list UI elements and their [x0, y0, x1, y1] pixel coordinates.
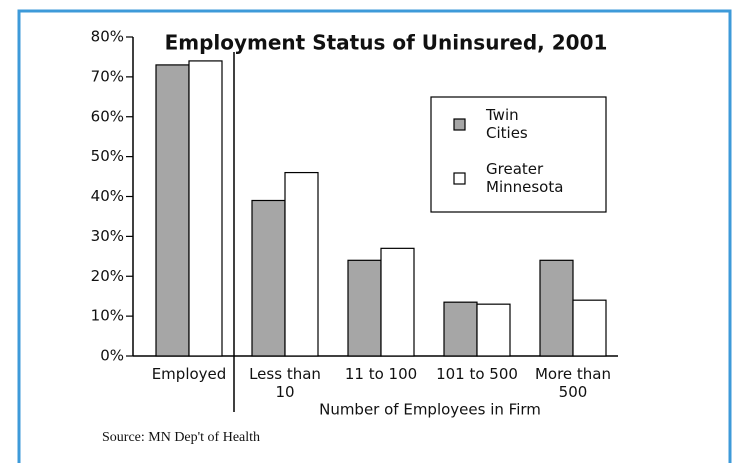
y-tick-label: 20%	[91, 267, 124, 285]
y-tick-label: 60%	[91, 107, 124, 125]
x-tick-label: More than 500	[535, 365, 611, 401]
bar	[539, 259, 574, 357]
source: Source: MN Dep't of Health	[102, 430, 260, 445]
bar	[155, 64, 190, 357]
y-tick-label: 40%	[91, 187, 124, 205]
legend-swatch	[453, 172, 466, 185]
bar	[284, 171, 319, 357]
chart-title: Employment Status of Uninsured, 2001	[165, 31, 608, 55]
y-tick-label: 0%	[100, 347, 124, 365]
bar	[347, 259, 382, 357]
legend-label: Greater Minnesota	[486, 160, 563, 196]
x-tick-label: Less than 10	[249, 365, 321, 401]
legend-label: Twin Cities	[485, 106, 528, 142]
x-axis-label: Number of Employees in Firm	[319, 401, 541, 419]
y-tick-label: 80%	[91, 28, 124, 46]
legend-box	[430, 96, 607, 213]
bar	[572, 299, 607, 357]
legend-swatch	[453, 118, 466, 131]
y-tick-label: 50%	[91, 147, 124, 165]
bar	[251, 199, 286, 357]
y-tick-label: 70%	[91, 67, 124, 85]
bar	[188, 60, 223, 357]
x-tick-label: 11 to 100	[345, 365, 417, 383]
bar	[380, 247, 415, 357]
y-tick-label: 30%	[91, 227, 124, 245]
y-tick-label: 10%	[91, 307, 124, 325]
bar	[476, 303, 511, 357]
bar	[443, 301, 478, 357]
x-tick-label: 101 to 500	[436, 365, 518, 383]
frame	[17, 9, 732, 463]
x-tick-label: Employed	[152, 365, 227, 383]
